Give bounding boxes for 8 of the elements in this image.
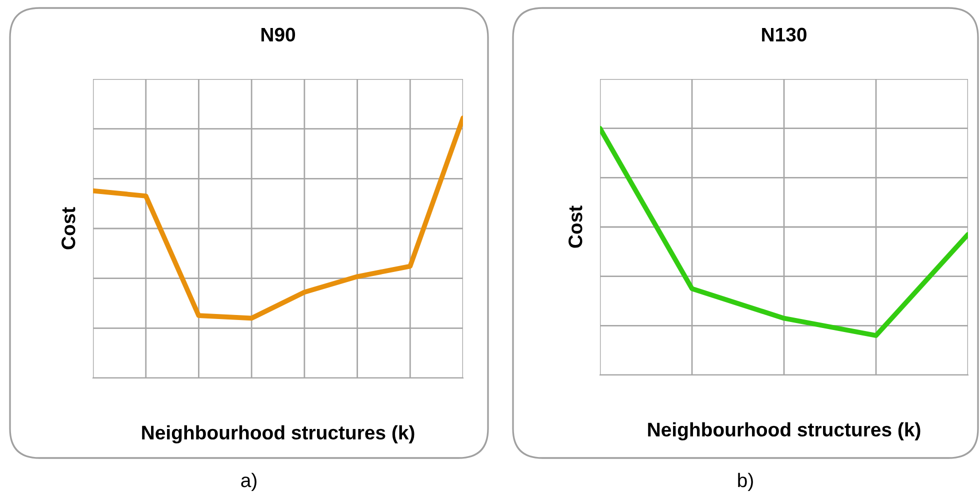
- chart-title: N130: [762, 28, 806, 42]
- text: b): [738, 472, 753, 492]
- y-axis-title: Cost: [62, 207, 76, 250]
- chart-title: N90: [261, 28, 296, 42]
- y-axis-title: Cost: [568, 206, 582, 248]
- text: a): [241, 472, 256, 492]
- x-axis-title: Neighbourhood structures (k): [142, 425, 414, 444]
- x-axis-title: Neighbourhood structures (k): [648, 422, 920, 440]
